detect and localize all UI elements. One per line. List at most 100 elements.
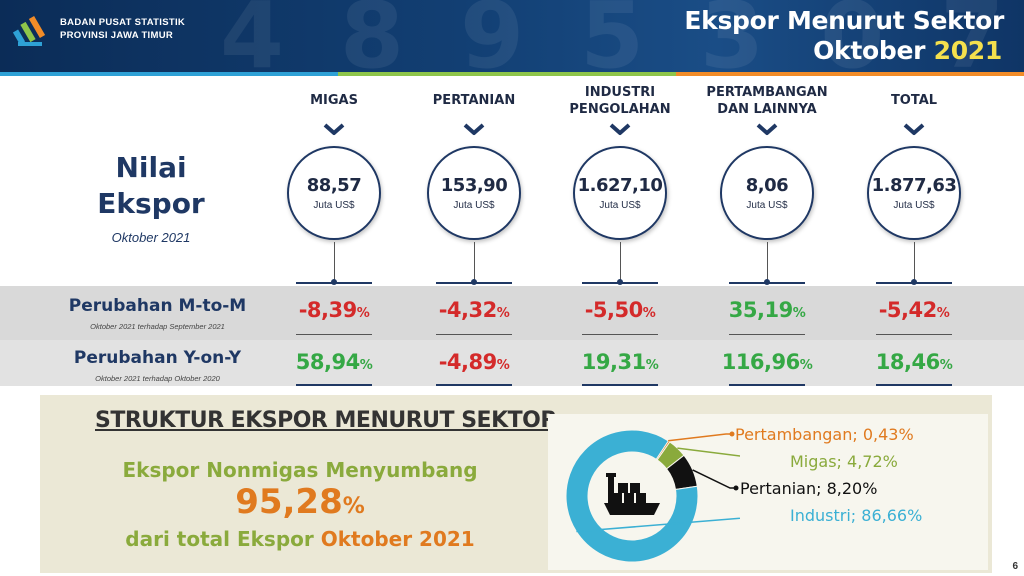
legend-pertambangan: Pertambangan; 0,43%: [735, 425, 914, 444]
nilai-ekspor-title: Nilai Ekspor: [96, 150, 206, 222]
sector-label-line1: PERTAMBANGAN: [706, 85, 828, 100]
leader-line: [677, 447, 740, 457]
sector-value-circle: 8,06 Juta US$: [720, 146, 814, 240]
page-title: Ekspor Menurut Sektor: [684, 6, 1004, 35]
yoy-pct-sign: %: [359, 358, 373, 373]
chevron-down-icon: [903, 123, 925, 135]
yoy-change-number: 19,31: [581, 350, 646, 374]
mtm-change-number: -8,39: [298, 298, 358, 322]
sector-unit: Juta US$: [746, 200, 788, 211]
mtm-change-number: 35,19: [728, 298, 793, 322]
legend-migas: Migas; 4,72%: [790, 452, 898, 471]
sector-label-line1: MIGAS: [310, 93, 358, 108]
yoy-row-band: [0, 340, 1024, 386]
mtm-pct-sign: %: [936, 306, 950, 321]
yoy-change-value: 116,96%: [697, 350, 837, 374]
mtm-change-value: -5,42%: [844, 298, 984, 322]
sector-value-circle: 153,90 Juta US$: [427, 146, 521, 240]
cargo-ship-icon: [604, 473, 660, 515]
sector-unit: Juta US$: [599, 200, 641, 211]
yoy-pct-sign: %: [645, 358, 659, 373]
nonmigas-line3: dari total Ekspor Oktober 2021: [95, 527, 505, 551]
row-divider: [876, 334, 952, 335]
leader-line: [692, 469, 736, 489]
yoy-change-value: -4,89%: [404, 350, 544, 374]
mtm-change-number: -4,32: [438, 298, 498, 322]
sector-label-line1: PERTANIAN: [432, 93, 516, 108]
nonmigas-value-number: 95,28: [235, 482, 343, 522]
chevron-down-icon: [323, 123, 345, 135]
leader-dot: [733, 485, 739, 491]
sector-unit: Juta US$: [893, 200, 935, 211]
yoy-pct-sign: %: [939, 358, 953, 373]
yoy-change-value: 19,31%: [550, 350, 690, 374]
mtm-row-label: Perubahan M-to-M: [68, 296, 247, 316]
yoy-bottom-rule: [582, 384, 658, 386]
yoy-bottom-rule: [876, 384, 952, 386]
sector-value: 1.877,63: [871, 175, 957, 196]
mtm-change-value: 35,19%: [697, 298, 837, 322]
nonmigas-value: 95,28%: [95, 482, 505, 522]
row-divider: [436, 334, 512, 335]
export-structure-donut-chart: [565, 429, 740, 563]
nonmigas-value-pct: %: [342, 494, 365, 519]
sector-label: INDUSTRI PENGOLAHAN: [550, 84, 690, 118]
sector-value: 88,57: [306, 175, 362, 196]
sector-label: TOTAL: [844, 92, 984, 109]
background-digits: 4 8 9 5 3 0 7: [220, 0, 1017, 76]
page-subtitle: Oktober 2021: [813, 36, 1002, 65]
mtm-pct-sign: %: [356, 306, 370, 321]
mtm-change-value: -4,32%: [404, 298, 544, 322]
yoy-row-label: Perubahan Y-on-Y: [73, 348, 242, 368]
connector-line: [334, 242, 335, 282]
leader-line: [668, 433, 732, 442]
sector-label-line1: TOTAL: [890, 93, 938, 108]
sector-value: 153,90: [440, 175, 508, 196]
yoy-change-number: 116,96: [721, 350, 801, 374]
sector-value-circle: 1.627,10 Juta US$: [573, 146, 667, 240]
mtm-change-value: -8,39%: [264, 298, 404, 322]
sector-unit: Juta US$: [313, 200, 355, 211]
mtm-top-rule: [296, 282, 372, 284]
nonmigas-line3-a: dari total Ekspor: [125, 527, 314, 551]
nonmigas-line3-b: Oktober 2021: [320, 527, 475, 551]
chevron-down-icon: [609, 123, 631, 135]
row-divider: [729, 334, 805, 335]
yoy-change-number: 58,94: [295, 350, 360, 374]
nilai-title-line2: Ekspor: [97, 187, 205, 220]
legend-industri: Industri; 86,66%: [790, 506, 923, 525]
structure-title: STRUKTUR EKSPOR MENURUT SEKTOR: [95, 408, 557, 433]
connector-line: [914, 242, 915, 282]
mtm-pct-sign: %: [792, 306, 806, 321]
nilai-title-line1: Nilai: [115, 151, 187, 184]
sector-label: PERTANIAN: [404, 92, 544, 109]
sector-value: 1.627,10: [577, 175, 663, 196]
mtm-top-rule: [582, 282, 658, 284]
sector-label-line1: INDUSTRI: [584, 85, 656, 100]
yoy-change-number: -4,89: [438, 350, 498, 374]
connector-line: [767, 242, 768, 282]
yoy-pct-sign: %: [799, 358, 813, 373]
legend-pertanian: Pertanian; 8,20%: [740, 479, 878, 498]
mtm-top-rule: [729, 282, 805, 284]
mtm-row-band: [0, 286, 1024, 340]
header-color-stripe: [0, 72, 1024, 76]
title-month: Oktober: [813, 36, 926, 65]
sector-value-circle: 88,57 Juta US$: [287, 146, 381, 240]
sector-unit: Juta US$: [453, 200, 495, 211]
mtm-pct-sign: %: [642, 306, 656, 321]
yoy-bottom-rule: [729, 384, 805, 386]
row-divider: [582, 334, 658, 335]
org-name-line1: BADAN PUSAT STATISTIK: [60, 17, 186, 28]
sector-label: PERTAMBANGAN DAN LAINNYA: [697, 84, 837, 118]
chevron-down-icon: [463, 123, 485, 135]
sector-label-line2: DAN LAINNYA: [717, 102, 817, 117]
mtm-top-rule: [876, 282, 952, 284]
page-number: 6: [1012, 561, 1018, 572]
bps-logo-icon: [12, 15, 46, 46]
yoy-bottom-rule: [296, 384, 372, 386]
sector-label-line2: PENGOLAHAN: [569, 102, 671, 117]
sector-value: 8,06: [745, 175, 789, 196]
mtm-top-rule: [436, 282, 512, 284]
yoy-pct-sign: %: [496, 358, 510, 373]
